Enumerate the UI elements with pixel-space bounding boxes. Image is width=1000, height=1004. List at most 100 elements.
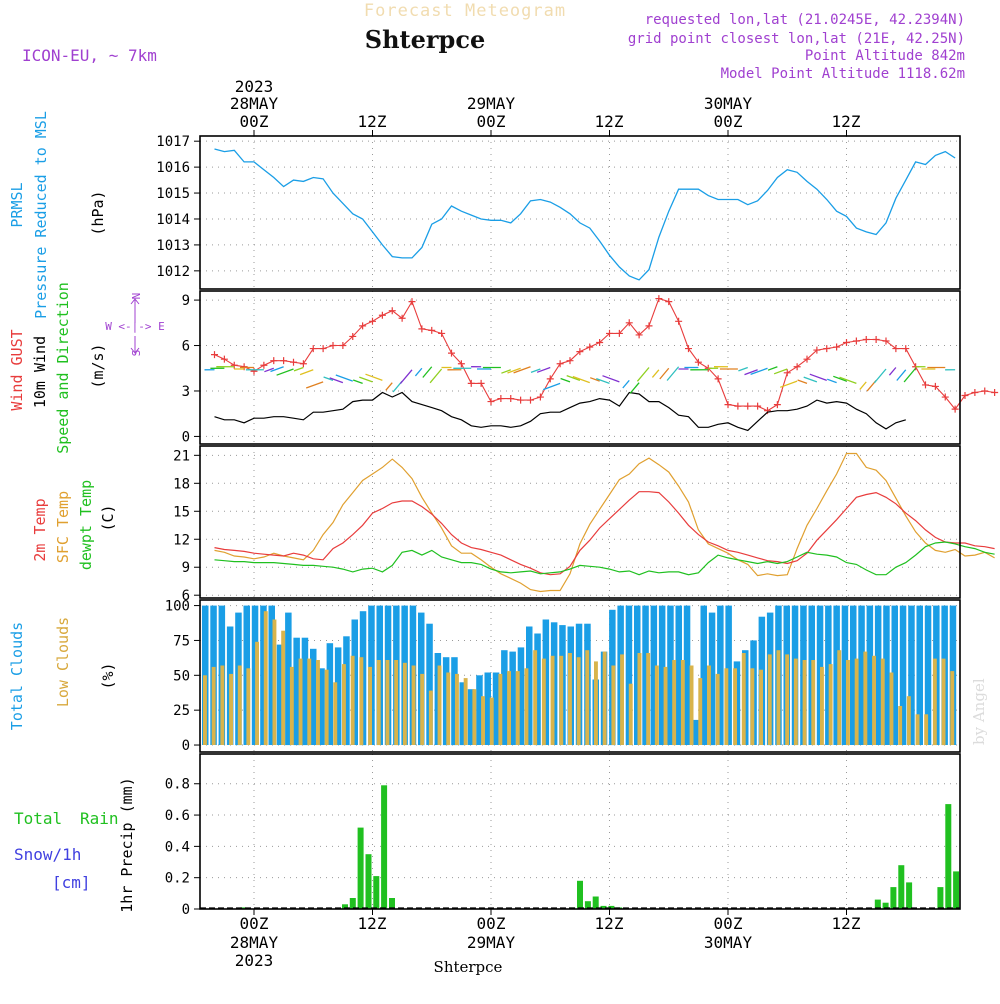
low-cloud-bar [525, 668, 529, 745]
top-hour-label: 12Z [832, 112, 861, 131]
rain-bar [593, 897, 599, 910]
wind-direction-arrow [386, 383, 392, 391]
requested-location: requested lon,lat (21.0245E, 42.2394N) [645, 12, 965, 28]
gust-point [488, 398, 495, 405]
temp-unit: (C) [99, 504, 117, 531]
gust-point [675, 318, 682, 325]
total-label: Total [14, 809, 62, 828]
rain-bar [358, 828, 364, 909]
temp-ytick-label: 15 [173, 504, 190, 520]
gust-point [981, 387, 988, 394]
panel-frame [200, 291, 960, 444]
sfc-temp-label: SFC Temp [54, 491, 72, 563]
clouds-ytick-label: 50 [173, 668, 190, 684]
low-cloud-bar [551, 656, 555, 745]
gust-point [725, 401, 732, 408]
gust-point [902, 345, 909, 352]
gust-point [655, 295, 662, 302]
gust-point [833, 344, 840, 351]
precip-ytick-label: 0.6 [165, 808, 190, 824]
rain-bar [890, 887, 896, 909]
gust-point [863, 336, 870, 343]
low-cloud-bar [446, 673, 450, 746]
precip-unit: 1hr Precip (mm) [118, 777, 136, 912]
grid-point-location: grid point closest lon,lat (21E, 42.25N) [628, 31, 965, 47]
wind-speed-dir-label: Speed and Direction [54, 282, 72, 454]
gust-point [744, 403, 751, 410]
pressure-ytick-label: 1015 [156, 186, 190, 202]
dewpt-label: dewpt Temp [77, 480, 95, 570]
faded-title: Forecast Meteogram [364, 1, 566, 21]
low-cloud-bar [585, 650, 589, 745]
low-cloud-bar [342, 664, 346, 745]
low-cloud-bar [533, 650, 537, 745]
low-cloud-bar [577, 657, 581, 745]
low-cloud-bar [603, 652, 607, 745]
rain-bar [350, 898, 356, 909]
low-cloud-bar [359, 657, 363, 745]
low-cloud-bar [942, 659, 946, 746]
gust-point [843, 339, 850, 346]
wind-direction-arrow [300, 370, 313, 375]
low-cloud-bar [646, 653, 650, 745]
low-cloud-bar [837, 650, 841, 745]
gust-point [300, 360, 307, 367]
low-cloud-bar [299, 659, 303, 746]
low-cloud-bar [472, 689, 476, 745]
gust-point [557, 360, 564, 367]
wind-direction-arrow [277, 369, 294, 375]
gust-point [695, 359, 702, 366]
wind-direction-arrow [294, 368, 303, 371]
gust-point [221, 356, 228, 363]
pressure-ytick-label: 1014 [156, 212, 190, 228]
wind-direction-arrow [860, 382, 866, 390]
low-cloud-bar [907, 696, 911, 745]
low-cloud-bar [420, 674, 424, 745]
low-cloud-bar [655, 666, 659, 746]
low-cloud-bar [872, 656, 876, 745]
rain-bar [898, 865, 904, 909]
pressure-ytick-label: 1012 [156, 264, 190, 280]
wind-direction-arrow [423, 367, 432, 378]
low-cloud-bar [924, 714, 928, 745]
wind-ytick-label: 3 [182, 384, 190, 400]
wind-direction-arrow [897, 370, 906, 381]
chart-title: Shterpce [365, 25, 485, 54]
low-cloud-bar [759, 670, 763, 745]
rain-bar [373, 876, 379, 909]
wind-direction-arrow [637, 368, 649, 382]
point-altitude: Point Altitude 842m [805, 48, 965, 64]
low-cloud-bar [325, 670, 329, 745]
precip-ytick-label: 0.4 [165, 839, 190, 855]
wind-direction-arrow [798, 380, 807, 383]
low-cloud-bar [707, 666, 711, 746]
low-cloud-bar [464, 678, 468, 745]
temp2m-label: 2m Temp [31, 498, 49, 561]
rain-bar [577, 881, 583, 909]
gust-point [330, 342, 337, 349]
wind-direction-arrow [738, 368, 747, 371]
bottom-hour-label: 00Z [240, 914, 269, 933]
gust-point [665, 298, 672, 305]
low-cloud-bar [568, 653, 572, 745]
pressure-ytick-label: 1013 [156, 238, 190, 254]
low-cloud-bar [898, 706, 902, 745]
model-altitude: Model Point Altitude 1118.62m [721, 66, 965, 82]
snow-unit: [cm] [52, 873, 91, 892]
precip-ytick-label: 0.2 [165, 871, 190, 887]
gust-point [823, 345, 830, 352]
total-clouds-label: Total Clouds [8, 622, 26, 730]
pressure-ytick-label: 1017 [156, 134, 190, 150]
top-hour-label: 00Z [714, 112, 743, 131]
precip-panel: 00.20.40.60.8 [165, 754, 960, 918]
gust-point [853, 337, 860, 344]
low-cloud-bar [690, 666, 694, 746]
wind-direction-arrow [573, 377, 590, 383]
wind-direction-arrow [660, 368, 669, 379]
temp2m-line [215, 492, 995, 575]
snow-label: Snow/1h [14, 845, 81, 864]
low-cloud-bar [246, 668, 250, 745]
gust-point [873, 336, 880, 343]
gust-point [971, 389, 978, 396]
